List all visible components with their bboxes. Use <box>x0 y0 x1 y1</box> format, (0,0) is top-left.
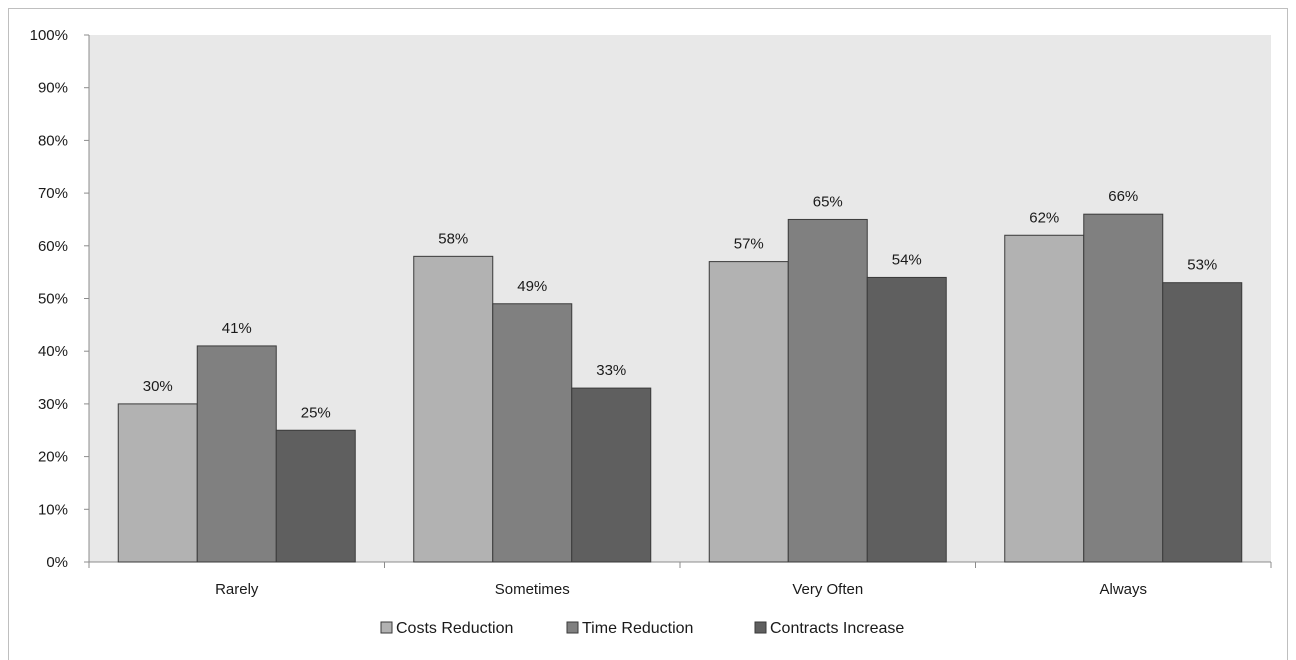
bar <box>1083 213 1164 563</box>
data-label: 41% <box>222 320 252 337</box>
legend-label: Time Reduction <box>582 620 693 637</box>
y-tick-label: 50% <box>38 291 68 308</box>
bar <box>196 345 277 563</box>
bar <box>275 429 356 563</box>
y-tick-label: 60% <box>38 238 68 255</box>
data-label: 33% <box>596 362 626 379</box>
bar <box>117 403 198 563</box>
y-tick-label: 30% <box>38 396 68 413</box>
y-tick-label: 80% <box>38 132 68 149</box>
bar <box>1004 234 1085 563</box>
data-label: 58% <box>438 230 468 247</box>
y-tick-label: 70% <box>38 185 68 202</box>
legend-label: Costs Reduction <box>396 620 513 637</box>
y-tick-label: 40% <box>38 343 68 360</box>
legend-swatch <box>566 621 579 634</box>
bar <box>787 218 868 563</box>
legend-swatch <box>380 621 393 634</box>
x-tick-label: Always <box>1099 581 1147 598</box>
x-tick-label: Rarely <box>215 581 259 598</box>
y-tick-label: 10% <box>38 501 68 518</box>
y-tick-label: 90% <box>38 80 68 97</box>
bar <box>413 255 494 563</box>
x-tick-label: Sometimes <box>495 581 570 598</box>
x-tick-label: Very Often <box>792 581 863 598</box>
y-tick-label: 0% <box>46 554 68 571</box>
bar <box>492 303 573 563</box>
legend-label: Contracts Increase <box>770 620 904 637</box>
legend-swatch <box>754 621 767 634</box>
y-tick-label: 100% <box>30 27 68 44</box>
data-label: 57% <box>734 236 764 253</box>
bar <box>1162 282 1243 563</box>
bar <box>708 261 789 563</box>
data-label: 65% <box>813 193 843 210</box>
data-label: 49% <box>517 278 547 295</box>
data-label: 54% <box>892 251 922 268</box>
data-label: 66% <box>1108 188 1138 205</box>
y-tick-label: 20% <box>38 449 68 466</box>
data-label: 62% <box>1029 209 1059 226</box>
bar <box>866 276 947 563</box>
data-label: 53% <box>1187 257 1217 274</box>
data-label: 30% <box>143 378 173 395</box>
data-label: 25% <box>301 404 331 421</box>
bar <box>571 387 652 563</box>
